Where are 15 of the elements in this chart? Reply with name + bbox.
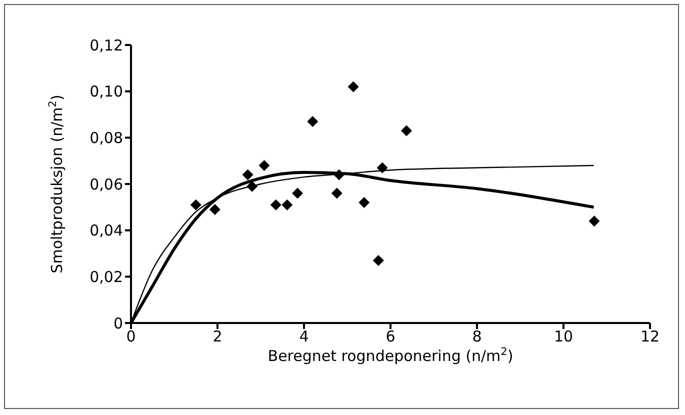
y-tick-label: 0,04 (90, 222, 123, 240)
x-tick-label: 0 (126, 328, 136, 346)
x-tick-label: 12 (640, 328, 660, 346)
x-tick-label: 8 (472, 328, 482, 346)
x-tick-label: 10 (554, 328, 574, 346)
y-tick-label: 0,02 (90, 268, 123, 286)
x-tick-label: 2 (212, 328, 222, 346)
x-tick-label: 4 (299, 328, 309, 346)
y-tick-label: 0,10 (90, 82, 123, 101)
x-tick-label: 6 (386, 328, 396, 346)
y-tick-label: 0,06 (90, 175, 123, 194)
y-tick-label: 0,08 (90, 128, 123, 147)
x-axis-title: Beregnet rogndeponering (n/m$^{2}$) (268, 346, 514, 365)
y-tick-label: 0,12 (90, 36, 123, 54)
y-tick-label: 0 (113, 314, 123, 332)
